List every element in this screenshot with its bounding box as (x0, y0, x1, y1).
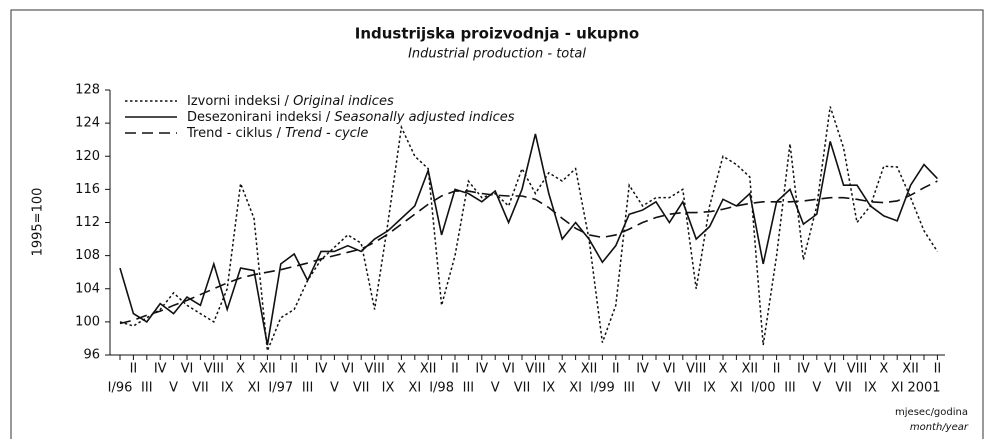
y-tick-label: 96 (83, 348, 100, 363)
y-tick-label: 116 (75, 182, 100, 197)
x-tick-label: II (290, 362, 298, 377)
x-tick-label: VIII (525, 362, 545, 377)
x-tick-label: IV (636, 362, 649, 377)
y-tick-label: 120 (75, 149, 100, 164)
x-tick-label: VII (353, 381, 370, 396)
x-tick-label: XI (730, 381, 743, 396)
chart-title: Industrijska proizvodnja - ukupno (355, 25, 640, 43)
x-tick-label: V (169, 381, 178, 396)
x-tick-label: VIII (847, 362, 867, 377)
x-tick-label: V (491, 381, 500, 396)
x-tick-label: IX (221, 381, 234, 396)
x-tick-label: X (236, 362, 245, 377)
x-tick-label: III (463, 381, 475, 396)
x-tick-label: IX (703, 381, 716, 396)
x-tick-label: VII (675, 381, 692, 396)
x-tick-label: XI (569, 381, 582, 396)
x-tick-label: XI (891, 381, 904, 396)
series-line (119, 180, 938, 325)
y-axis-label: 1995=100 (31, 188, 46, 257)
x-tick-label: III (141, 381, 153, 396)
x-tick-label: VI (181, 362, 194, 377)
x-tick-label: IX (382, 381, 395, 396)
x-tick-label: VIII (204, 362, 224, 377)
y-tick-label: 124 (75, 116, 100, 131)
x-tick-label: X (558, 362, 567, 377)
x-tick-label: II (451, 362, 459, 377)
y-tick-label: 100 (75, 314, 100, 329)
x-tick-label: V (330, 381, 339, 396)
x-tick-label: XII (259, 362, 276, 377)
x-tick-label: 2001 (907, 381, 940, 396)
x-axis-label: mjesec/godina (895, 407, 968, 418)
x-tick-label: IV (154, 362, 167, 377)
legend-label: Trend - ciklus / Trend - cycle (186, 126, 368, 141)
x-tick-label: I/97 (268, 381, 293, 396)
x-tick-label: IX (542, 381, 555, 396)
x-tick-label: XII (902, 362, 919, 377)
x-tick-label: IX (864, 381, 877, 396)
x-tick-label: VI (824, 362, 837, 377)
chart-frame (10, 9, 984, 439)
x-axis-label-en: month/year (910, 422, 969, 433)
x-tick-label: XII (742, 362, 759, 377)
legend-label: Desezonirani indeksi / Seasonally adjust… (187, 110, 515, 125)
y-tick-label: 108 (75, 248, 100, 263)
x-tick-label: II (934, 362, 942, 377)
y-tick-label: 112 (75, 215, 100, 230)
x-tick-label: II (130, 362, 138, 377)
series-line (119, 106, 939, 352)
x-tick-label: IV (797, 362, 810, 377)
x-tick-label: V (812, 381, 821, 396)
x-tick-label: XI (248, 381, 261, 396)
x-tick-label: X (397, 362, 406, 377)
series-line (119, 133, 938, 346)
x-tick-label: II (612, 362, 620, 377)
x-tick-label: IV (315, 362, 328, 377)
x-tick-label: I/00 (751, 381, 776, 396)
x-tick-label: I/99 (590, 381, 615, 396)
x-tick-label: VI (663, 362, 676, 377)
x-tick-label: II (773, 362, 781, 377)
x-tick-label: X (879, 362, 888, 377)
x-tick-label: III (302, 381, 314, 396)
legend-label: Izvorni indeksi / Original indices (187, 94, 394, 109)
x-tick-label: VI (502, 362, 515, 377)
x-tick-label: VIII (686, 362, 706, 377)
chart-subtitle: Industrial production - total (408, 47, 586, 62)
x-tick-label: V (652, 381, 661, 396)
y-tick-label: 104 (75, 281, 100, 296)
x-tick-label: XII (420, 362, 437, 377)
x-tick-label: I/96 (108, 381, 133, 396)
x-tick-label: VII (192, 381, 209, 396)
x-tick-label: I/98 (429, 381, 454, 396)
x-tick-label: IV (475, 362, 488, 377)
x-tick-label: III (623, 381, 635, 396)
x-tick-label: XI (408, 381, 421, 396)
y-tick-label: 128 (75, 83, 100, 98)
x-tick-label: XII (581, 362, 598, 377)
x-tick-label: VIII (364, 362, 384, 377)
x-tick-label: VII (835, 381, 852, 396)
x-tick-label: VI (341, 362, 354, 377)
x-tick-label: III (784, 381, 796, 396)
x-tick-label: X (719, 362, 728, 377)
x-tick-label: VII (514, 381, 531, 396)
